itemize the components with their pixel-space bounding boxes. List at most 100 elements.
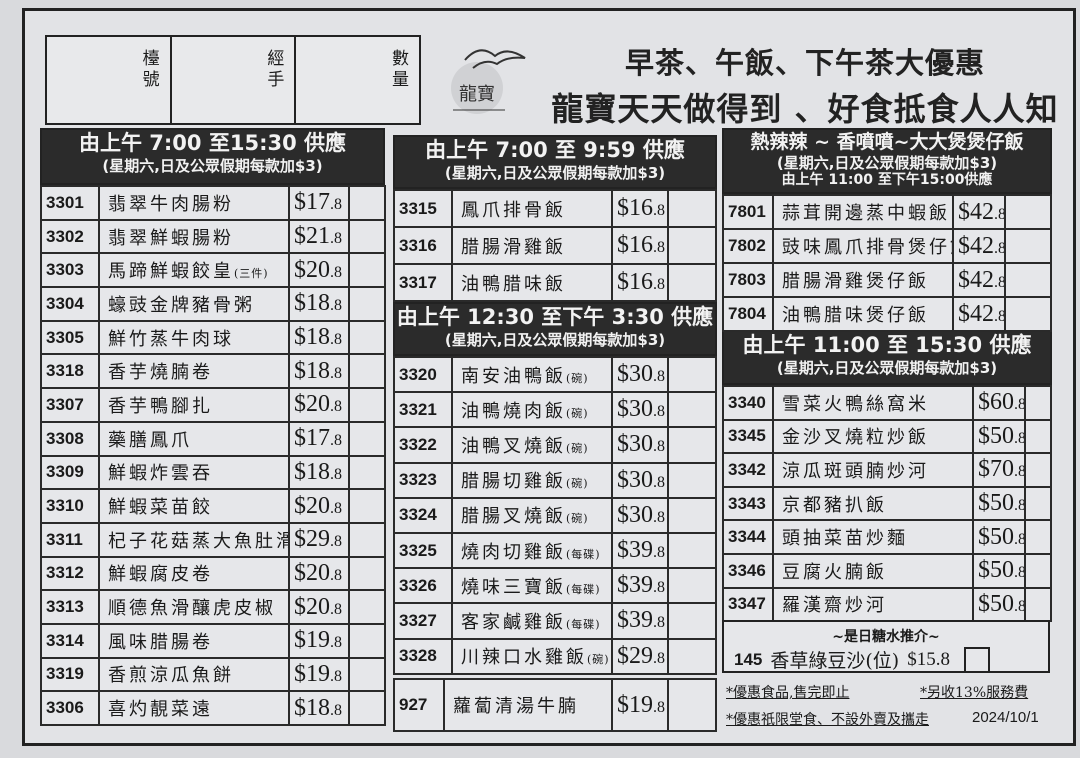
table-number-field[interactable]: 檯號 <box>47 37 172 123</box>
quantity-box[interactable] <box>1024 586 1052 623</box>
menu-date: 2024/10/1 <box>972 709 1039 726</box>
menu-table-dim-sum: 3301 翡翠牛肉腸粉 $17.8 3302 翡翠鮮蝦腸粉 $21.8 3303 馬蹄鮮蝦餃皇… <box>40 185 386 726</box>
quantity-box[interactable] <box>348 218 386 255</box>
quantity-box[interactable] <box>1004 228 1052 264</box>
quantity-box[interactable] <box>667 531 717 570</box>
item-name-text: 油鴨腊味飯 <box>461 273 566 295</box>
quantity-box[interactable] <box>667 391 717 429</box>
price-cents: .8 <box>330 465 342 483</box>
quantity-box[interactable] <box>1024 452 1052 488</box>
item-name: 蒜茸開邊蒸中蝦飯 <box>772 194 954 230</box>
item-name-text: 豉味鳳爪排骨煲仔飯 <box>782 237 953 258</box>
quantity-box[interactable] <box>1024 418 1052 455</box>
price-dollars: $21 <box>294 223 330 250</box>
quantity-box[interactable] <box>348 353 386 390</box>
quantity-box[interactable] <box>1024 519 1052 555</box>
quantity-box[interactable] <box>667 189 717 228</box>
price-cents: .8 <box>653 579 665 597</box>
item-name: 喜灼靚菜遠 <box>98 690 290 726</box>
quantity-box[interactable] <box>963 646 990 673</box>
item-portion-note: (碗) <box>566 441 589 455</box>
item-price: $29.8 <box>288 521 350 558</box>
item-name: 藥膳鳳爪 <box>98 420 290 457</box>
quantity-box[interactable] <box>348 286 386 322</box>
quantity-box[interactable] <box>348 690 386 726</box>
item-name: 香煎涼瓜魚餅 <box>98 656 290 693</box>
item-price: $30.8 <box>611 391 669 429</box>
price-cents: .8 <box>330 701 342 719</box>
price-dollars: $18 <box>294 357 330 384</box>
item-name-text: 油鴨腊味煲仔飯 <box>782 305 929 326</box>
quantity-box[interactable] <box>1024 485 1052 522</box>
price-dollars: $18 <box>294 458 330 485</box>
quantity-box[interactable] <box>1004 296 1052 332</box>
quantity-box[interactable] <box>348 488 386 524</box>
quantity-box[interactable] <box>667 567 717 605</box>
item-name-text: 油鴨燒肉飯 <box>461 400 566 422</box>
section-hours: 由上午 7:00 至 9:59 供應 <box>425 138 685 162</box>
item-name: 蘿蔔清湯牛腩 <box>443 678 613 732</box>
handler-field[interactable]: 經手 <box>172 37 297 123</box>
item-name-text: 燒肉切雞飯 <box>461 541 566 563</box>
quantity-box[interactable] <box>1004 262 1052 298</box>
quantity-box[interactable] <box>667 355 717 394</box>
quantity-box[interactable] <box>348 555 386 592</box>
quantity-box[interactable] <box>348 319 386 356</box>
price-dollars: $30 <box>617 361 653 388</box>
item-code: 7803 <box>722 262 774 298</box>
quantity-box[interactable] <box>667 678 717 732</box>
item-price: $50.8 <box>972 552 1026 589</box>
price-cents: .8 <box>994 273 1005 291</box>
item-price: $60.8 <box>972 385 1026 421</box>
quantity-box[interactable] <box>1024 552 1052 589</box>
item-code: 7804 <box>722 296 774 332</box>
item-code: 3302 <box>40 218 100 255</box>
menu-row: 3320 南安油鴨飯(碗) $30.8 <box>393 355 717 394</box>
quantity-box[interactable] <box>667 426 717 464</box>
price-cents: .8 <box>330 499 342 517</box>
item-name-text: 金沙叉燒粒炒飯 <box>782 427 929 449</box>
item-name: 腊腸叉燒飯(碗) <box>451 496 613 534</box>
item-code: 3319 <box>40 656 100 693</box>
menu-row: 3346 豆腐火腩飯 $50.8 <box>722 552 1052 589</box>
quantity-box[interactable] <box>667 263 717 302</box>
quantity-box[interactable] <box>1004 194 1052 230</box>
price-cents: .8 <box>653 473 665 491</box>
quantity-box[interactable] <box>348 387 386 423</box>
menu-row: 7802 豉味鳳爪排骨煲仔飯 $42.8 <box>722 228 1052 264</box>
quantity-box[interactable] <box>1024 385 1052 421</box>
item-code: 3321 <box>393 391 453 429</box>
menu-row: 3326 燒味三寶飯(每碟) $39.8 <box>393 567 717 605</box>
price-cents: .8 <box>330 364 342 382</box>
item-portion-note: (碗) <box>566 371 589 385</box>
quantity-box[interactable] <box>348 185 386 221</box>
price-dollars: $17 <box>294 425 330 452</box>
menu-row: 3327 客家鹹雞飯(每碟) $39.8 <box>393 602 717 640</box>
quantity-box[interactable] <box>348 656 386 693</box>
quantity-box[interactable] <box>348 252 386 289</box>
quantity-box[interactable] <box>667 637 717 675</box>
quantity-box[interactable] <box>348 420 386 457</box>
item-price: $39.8 <box>611 602 669 640</box>
menu-row: 3314 風味腊腸卷 $19.8 <box>40 622 386 659</box>
note-service-charge: *另收13%服務費 <box>920 685 1029 701</box>
quantity-box[interactable] <box>667 461 717 499</box>
quantity-box[interactable] <box>348 589 386 625</box>
item-name-text: 翡翠鮮蝦腸粉 <box>108 227 234 249</box>
quantity-box[interactable] <box>667 496 717 534</box>
quantity-box[interactable] <box>348 521 386 558</box>
quantity-box[interactable] <box>667 226 717 265</box>
quantity-box[interactable] <box>667 602 717 640</box>
item-code: 7801 <box>722 194 774 230</box>
price-cents: .8 <box>653 276 665 293</box>
price-dollars: $30 <box>617 501 653 528</box>
menu-row: 7804 油鴨腊味煲仔飯 $42.8 <box>722 296 1052 332</box>
quantity-field[interactable]: 數量 <box>388 49 409 91</box>
item-name: 蠔豉金牌豬骨粥 <box>98 286 290 322</box>
quantity-box[interactable] <box>348 454 386 491</box>
item-name: 油鴨腊味煲仔飯 <box>772 296 954 332</box>
quantity-box[interactable] <box>348 622 386 659</box>
price-cents: .8 <box>994 307 1005 325</box>
price-dollars: $17 <box>294 189 330 216</box>
menu-row: 3317 油鴨腊味飯 $16.8 <box>393 263 717 302</box>
